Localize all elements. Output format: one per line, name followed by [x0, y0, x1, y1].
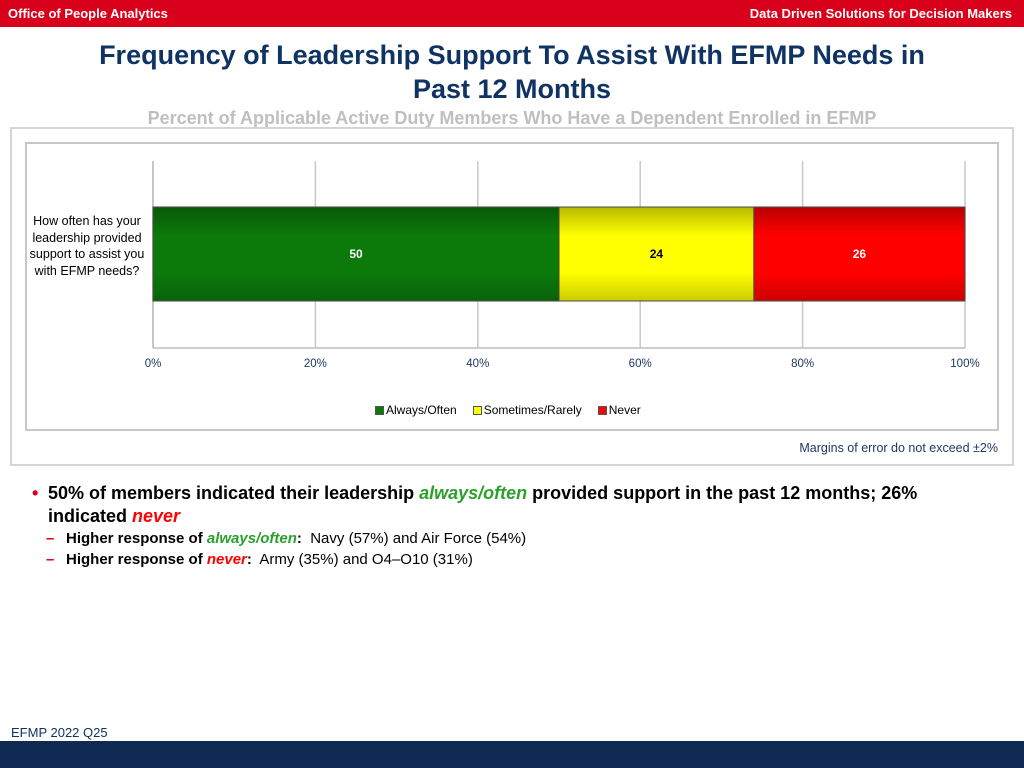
- data-label: 24: [650, 247, 664, 261]
- title-line-2: Past 12 Months: [412, 74, 612, 104]
- legend-item: Sometimes/Rarely: [472, 403, 582, 417]
- finding-text-part: 50% of members indicated their leadershi…: [48, 483, 420, 503]
- sub-text: Navy (57%) and Air Force (54%): [301, 530, 527, 547]
- bar-segment-always-often: [152, 206, 560, 302]
- sub-label: Higher response of: [66, 551, 207, 568]
- x-tick-label: 60%: [629, 358, 652, 370]
- chart-legend: Always/Often Sometimes/Rarely Never: [375, 403, 657, 417]
- survey-code: EFMP 2022 Q25: [11, 725, 108, 740]
- x-tick-label: 20%: [304, 358, 327, 370]
- dash-icon: –: [46, 551, 55, 568]
- legend-swatch: [597, 405, 607, 415]
- finding-never: never: [132, 506, 181, 526]
- title-line-1: Frequency of Leadership Support To Assis…: [99, 40, 925, 70]
- sub-label: Higher response of: [66, 530, 207, 547]
- finding-sub-2: – Higher response of never: Army (35%) a…: [32, 549, 992, 570]
- finding-text-part: provided support in the past 12 months; …: [48, 483, 918, 526]
- bullet-icon: •: [32, 483, 39, 503]
- finding-main: • 50% of members indicated their leaders…: [32, 482, 992, 528]
- x-tick-label: 100%: [950, 358, 979, 370]
- page-subtitle: Percent of Applicable Active Duty Member…: [147, 108, 877, 128]
- finding-sub-1: – Higher response of always/often: Navy …: [32, 528, 992, 549]
- data-label: 26: [853, 247, 867, 261]
- sub-colon: :: [296, 530, 302, 547]
- legend-label: Sometimes/Rarely: [483, 403, 582, 417]
- legend-item: Always/Often: [375, 403, 457, 417]
- margin-of-error-note: Margins of error do not exceed ±2%: [799, 441, 998, 455]
- data-label: 50: [349, 247, 363, 261]
- bar-segment-sometimes-rarely: [558, 206, 755, 302]
- org-name: Office of People Analytics: [8, 6, 168, 21]
- tagline: Data Driven Solutions for Decision Maker…: [749, 6, 1012, 21]
- legend-swatch: [375, 405, 384, 415]
- header-bar: Office of People Analytics Data Driven S…: [0, 0, 1024, 27]
- sub-text: Army (35%) and O4–O10 (31%): [251, 551, 473, 568]
- legend-label: Never: [608, 403, 641, 417]
- page-title: Frequency of Leadership Support To Assis…: [40, 38, 984, 106]
- x-tick-label: 80%: [791, 358, 814, 370]
- sub-colon: :: [246, 551, 252, 568]
- dash-icon: –: [46, 530, 55, 547]
- legend-label: Always/Often: [386, 403, 457, 417]
- findings-list: • 50% of members indicated their leaders…: [32, 482, 992, 570]
- x-tick-label: 0%: [145, 358, 162, 370]
- category-label: How often has your leadership provided s…: [29, 214, 145, 278]
- x-tick-label: 40%: [466, 358, 489, 370]
- sub-always-often: always/often: [206, 530, 297, 547]
- sub-never: never: [206, 551, 247, 568]
- finding-always-often: always/often: [419, 483, 528, 503]
- legend-swatch: [472, 405, 482, 415]
- legend-item: Never: [597, 403, 641, 417]
- bar-segment-never: [753, 206, 966, 302]
- footer-bar: [0, 741, 1024, 768]
